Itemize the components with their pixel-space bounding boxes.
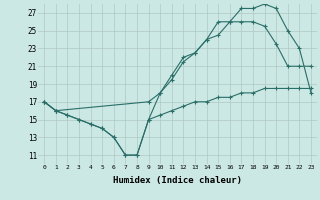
X-axis label: Humidex (Indice chaleur): Humidex (Indice chaleur) bbox=[113, 176, 242, 185]
